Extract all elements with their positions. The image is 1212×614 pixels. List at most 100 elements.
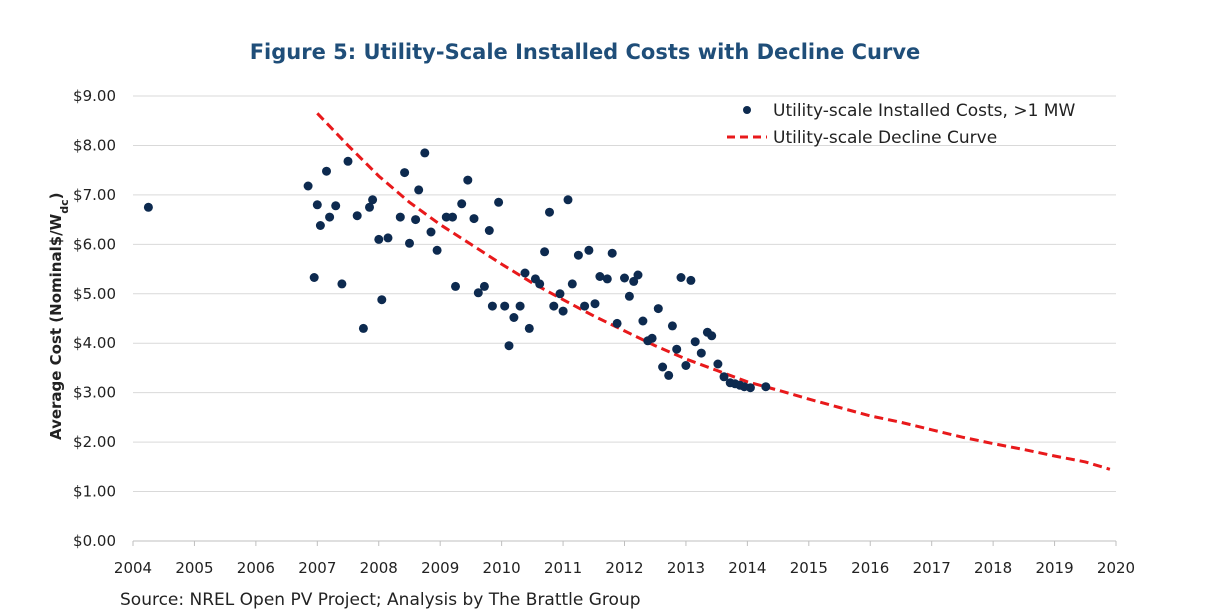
data-point [420, 148, 430, 158]
y-tick-label: $1.00 [73, 483, 116, 501]
data-point [690, 337, 700, 347]
data-point [555, 289, 565, 299]
data-point [567, 279, 577, 289]
data-point [653, 304, 663, 314]
data-point [535, 279, 545, 289]
data-point [573, 250, 583, 260]
data-point [352, 211, 362, 221]
data-point [414, 185, 424, 195]
data-point [707, 331, 717, 341]
x-axis-ticks: 2004 2005 2006 2007 2008 2009 2010 2011 2012 2013… [114, 541, 1135, 577]
data-point [672, 344, 682, 354]
y-tick-label: $9.00 [73, 87, 116, 105]
data-point [358, 323, 368, 333]
data-point [624, 291, 634, 301]
data-point [629, 276, 639, 286]
data-point [595, 272, 605, 281]
data-point [676, 273, 686, 282]
data-point [719, 372, 729, 382]
data-point [451, 281, 460, 291]
data-point [580, 301, 590, 311]
data-point [405, 238, 414, 248]
y-axis-ticks: $0.00 $1.00 $2.00 $3.00 $4.00 $5.00 $6.00 $7.00… [73, 87, 116, 550]
data-point [602, 274, 612, 284]
data-point [696, 348, 706, 358]
data-point [487, 301, 497, 311]
data-point [322, 166, 331, 176]
y-tick-label: $3.00 [73, 384, 116, 402]
data-point [686, 275, 696, 285]
x-tick-label: 2015 [790, 559, 828, 577]
data-point [761, 382, 771, 392]
x-tick-label: 2016 [851, 559, 889, 577]
source-note: Source: NREL Open PV Project; Analysis b… [120, 590, 641, 610]
data-point [590, 299, 600, 309]
data-point [509, 313, 519, 322]
y-tick-label: $7.00 [73, 186, 116, 204]
grid-lines [133, 95, 1116, 542]
chart-title: Figure 5: Utility-Scale Installed Costs … [249, 40, 921, 64]
data-point [484, 226, 494, 235]
y-tick-label: $5.00 [73, 285, 116, 303]
y-tick-label: $8.00 [73, 136, 116, 154]
data-point [504, 341, 514, 351]
data-point [520, 268, 530, 278]
x-tick-label: 2011 [544, 559, 582, 577]
data-point [515, 301, 525, 311]
data-point [315, 221, 325, 230]
data-point [563, 195, 573, 205]
data-point [143, 202, 153, 212]
legend-scatter-label: Utility-scale Installed Costs, >1 MW [773, 101, 1075, 121]
y-tick-label: $4.00 [73, 334, 116, 352]
decline-curve [316, 112, 1111, 471]
data-point [343, 156, 353, 166]
data-point [638, 316, 648, 326]
x-tick-label: 2014 [728, 559, 766, 577]
y-tick-label: $6.00 [73, 235, 116, 253]
data-point [479, 281, 489, 291]
data-point [325, 212, 335, 222]
x-tick-label: 2004 [114, 559, 152, 577]
x-tick-label: 2020 [1097, 559, 1135, 577]
legend: Utility-scale Installed Costs, >1 MW Uti… [727, 101, 1075, 148]
data-point [524, 323, 534, 333]
legend-scatter-marker [743, 106, 751, 114]
data-point [545, 207, 554, 217]
data-point [584, 245, 594, 255]
x-tick-label: 2019 [1035, 559, 1073, 577]
data-point [667, 321, 677, 331]
data-point [441, 212, 451, 222]
data-point [395, 212, 405, 222]
data-point [426, 227, 436, 237]
x-tick-label: 2005 [175, 559, 213, 577]
data-point [448, 212, 457, 222]
data-point [365, 202, 374, 212]
data-point [607, 248, 617, 258]
data-point [400, 168, 410, 178]
data-point [745, 383, 755, 393]
x-tick-label: 2006 [237, 559, 275, 577]
data-point [309, 273, 319, 282]
data-point [500, 301, 510, 311]
data-point [368, 195, 378, 205]
x-tick-label: 2008 [360, 559, 398, 577]
y-axis-title-sub: dc [58, 199, 71, 213]
y-axis-title-main: Average Cost (Nominal$/W [47, 213, 65, 440]
y-axis-title-close: ) [47, 193, 65, 200]
x-tick-label: 2007 [298, 559, 336, 577]
y-axis-title: Average Cost (Nominal$/Wdc) [47, 193, 71, 440]
data-point [312, 200, 322, 210]
data-point [337, 279, 347, 289]
data-point [612, 318, 622, 328]
data-point [457, 199, 467, 209]
data-point [549, 301, 559, 311]
x-tick-label: 2013 [667, 559, 705, 577]
x-tick-label: 2010 [483, 559, 521, 577]
legend-curve-label: Utility-scale Decline Curve [773, 128, 997, 148]
data-point [331, 201, 341, 211]
data-point [374, 234, 384, 244]
data-point [681, 361, 691, 370]
data-point [558, 306, 568, 316]
data-point [494, 197, 504, 207]
